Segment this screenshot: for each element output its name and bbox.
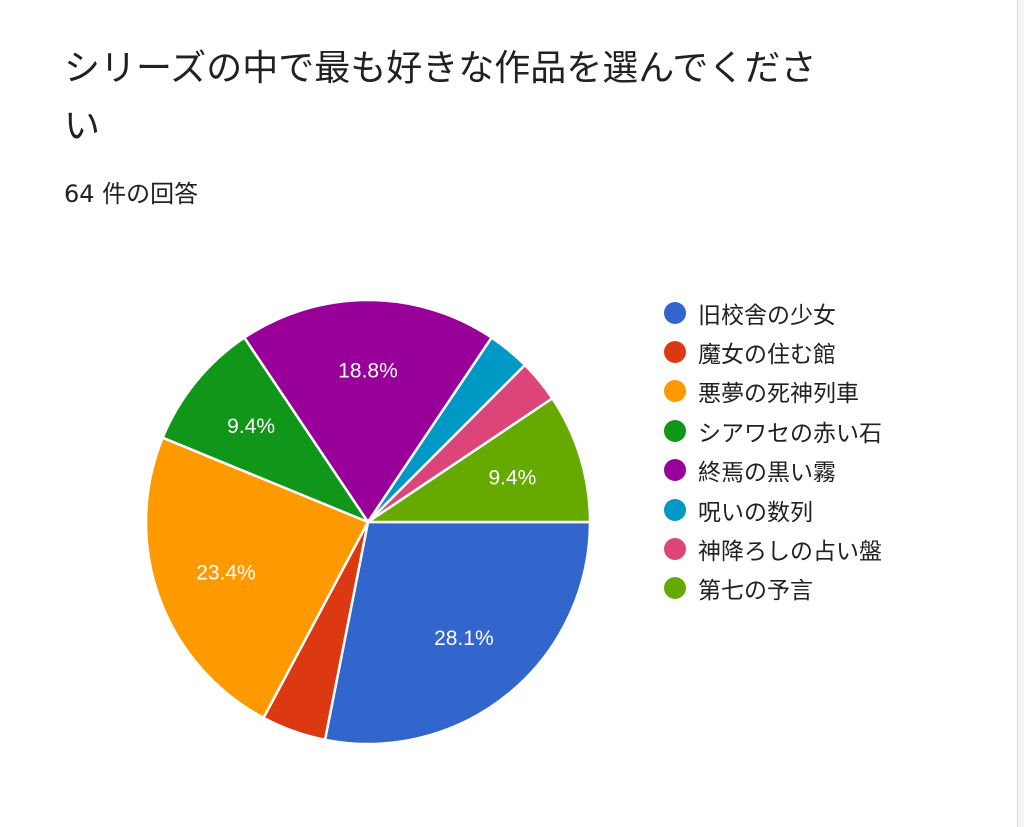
- legend-color-swatch: [664, 498, 686, 521]
- question-title: シリーズの中で最も好きな作品を選んでください: [64, 48, 817, 147]
- legend-label: 終焉の黒い霧: [698, 460, 836, 487]
- legend-color-swatch: [664, 419, 686, 442]
- legend-label: 神降ろしの占い盤: [698, 539, 882, 566]
- legend-item[interactable]: 第七の予言: [664, 569, 882, 608]
- legend-label: 第七の予言: [698, 578, 813, 605]
- legend-label: 旧校舎の少女: [698, 302, 836, 329]
- slice-data-label: 28.1%: [434, 627, 494, 650]
- legend-item[interactable]: 旧校舎の少女: [664, 293, 882, 332]
- legend-label: 魔女の住む館: [698, 342, 836, 369]
- pie-slice[interactable]: [243, 298, 493, 524]
- legend-color-swatch: [664, 577, 686, 600]
- legend-label: シアワセの赤い石: [698, 420, 882, 447]
- pie-slice[interactable]: [323, 520, 592, 746]
- pie-slice[interactable]: [161, 336, 370, 524]
- legend-item[interactable]: 終焉の黒い霧: [664, 451, 882, 490]
- response-count: 64 件の回答: [64, 180, 199, 208]
- legend-color-swatch: [664, 380, 686, 403]
- legend-color-swatch: [664, 459, 686, 482]
- legend-color-swatch: [664, 538, 686, 561]
- legend-item[interactable]: 神降ろしの占い盤: [664, 529, 882, 568]
- pie-slice[interactable]: [144, 436, 370, 720]
- slice-data-label: 23.4%: [196, 562, 256, 585]
- pie-slice[interactable]: [366, 397, 592, 524]
- slice-data-label: 9.4%: [227, 415, 275, 438]
- legend-label: 呪いの数列: [698, 499, 813, 526]
- legend-item[interactable]: 魔女の住む館: [664, 332, 882, 371]
- legend-color-swatch: [664, 301, 686, 324]
- legend-item[interactable]: シアワセの赤い石: [664, 411, 882, 450]
- legend-color-swatch: [664, 341, 686, 364]
- legend-item[interactable]: 悪夢の死神列車: [664, 372, 882, 411]
- legend-item[interactable]: 呪いの数列: [664, 490, 882, 529]
- slice-data-label: 18.8%: [338, 360, 398, 383]
- legend-label: 悪夢の死神列車: [698, 381, 859, 408]
- slice-data-label: 9.4%: [488, 467, 536, 490]
- chart-legend: 旧校舎の少女 魔女の住む館 悪夢の死神列車 シアワセの赤い石 終焉の黒い霧 呪いの数列神降…: [664, 293, 882, 608]
